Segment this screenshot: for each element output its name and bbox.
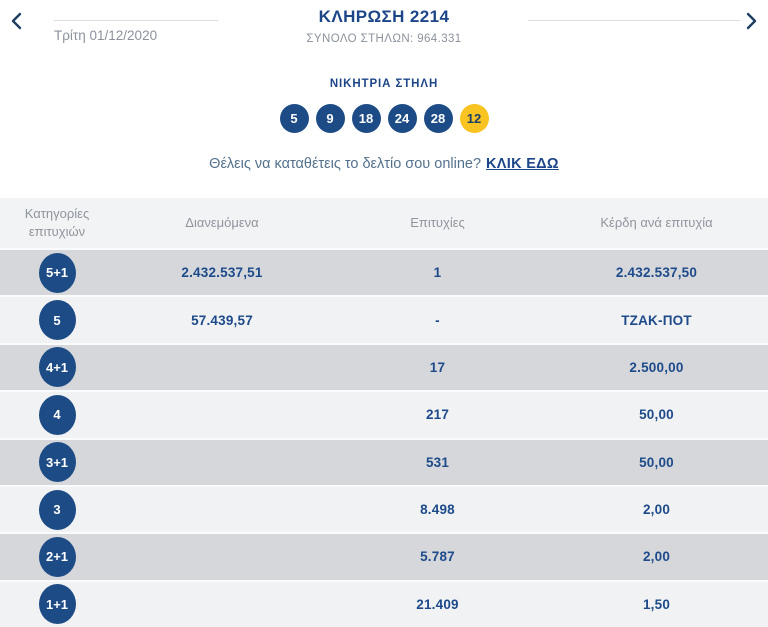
column-header-categories: Κατηγορίες επιτυχιών xyxy=(24,206,90,239)
winners-cell: 17 xyxy=(429,359,446,375)
number-ball: 24 xyxy=(387,104,417,133)
prize-cell: ΤΖΑΚ-ΠΟΤ xyxy=(621,312,692,328)
category-badge: 1+1 xyxy=(38,584,76,625)
column-header-distributed: Διανεμόμενα xyxy=(185,215,259,231)
winners-cell: 1 xyxy=(433,265,442,281)
header-right-divider xyxy=(528,20,740,21)
category-badge: 2+1 xyxy=(38,536,76,577)
header-left-divider: Τρίτη 01/12/2020 xyxy=(54,20,218,43)
number-ball: 9 xyxy=(315,104,345,133)
draw-date: Τρίτη 01/12/2020 xyxy=(54,28,158,43)
prize-cell: 2,00 xyxy=(642,502,671,518)
winners-cell: 8.498 xyxy=(420,502,455,518)
click-here-link[interactable]: ΚΛΙΚ ΕΔΩ xyxy=(486,156,559,172)
winners-cell: 5.787 xyxy=(420,549,455,565)
number-ball: 5 xyxy=(279,104,309,133)
table-row: 5+1 2.432.537,51 1 2.432.537,50 xyxy=(0,248,768,296)
table-row: 4+1 17 2.500,00 xyxy=(0,342,768,391)
winning-column-section: ΝΙΚΗΤΡΙΑ ΣΤΗΛΗ 5 9 18 24 28 12 Θέλεις να… xyxy=(0,56,768,172)
category-badge: 5+1 xyxy=(38,252,76,293)
header-center: ΚΛΗΡΩΣΗ 2214 ΣΥΝΟΛΟ ΣΤΗΛΩΝ: 964.331 xyxy=(306,7,461,45)
column-header-prize: Κέρδη ανά επιτυχία xyxy=(600,215,713,231)
next-draw-button[interactable] xyxy=(741,10,763,32)
category-badge: 5 xyxy=(38,300,76,341)
chevron-right-icon xyxy=(746,12,758,30)
prize-cell: 2.432.537,50 xyxy=(615,265,698,281)
number-ball: 18 xyxy=(351,104,381,133)
prize-cell: 1,50 xyxy=(642,596,671,612)
distributed-cell: 57.439,57 xyxy=(191,312,253,328)
winning-column-title: ΝΙΚΗΤΡΙΑ ΣΤΗΛΗ xyxy=(329,78,439,90)
previous-draw-button[interactable] xyxy=(5,10,27,32)
winners-cell: 217 xyxy=(425,407,450,423)
table-row: 4 217 50,00 xyxy=(0,390,768,438)
results-table: Κατηγορίες επιτυχιών Διανεμόμενα Επιτυχί… xyxy=(0,198,768,627)
joker-number-ball: 12 xyxy=(459,104,489,133)
table-row: 1+1 21.409 1,50 xyxy=(0,579,768,627)
table-header-row: Κατηγορίες επιτυχιών Διανεμόμενα Επιτυχί… xyxy=(0,198,768,248)
prize-cell: 2,00 xyxy=(642,549,671,565)
prize-cell: 50,00 xyxy=(639,454,674,470)
table-row: 3+1 531 50,00 xyxy=(0,437,768,485)
winners-cell: 531 xyxy=(425,454,450,470)
total-columns-label: ΣΥΝΟΛΟ ΣΤΗΛΩΝ: 964.331 xyxy=(306,33,462,45)
category-badge: 4+1 xyxy=(38,347,76,388)
number-ball: 28 xyxy=(423,104,453,133)
prize-cell: 2.500,00 xyxy=(629,359,684,375)
table-row: 3 8.498 2,00 xyxy=(0,484,768,533)
prize-cell: 50,00 xyxy=(639,407,674,423)
chevron-left-icon xyxy=(10,12,22,30)
winners-cell: - xyxy=(435,312,440,328)
category-badge: 3+1 xyxy=(38,442,76,483)
category-badge: 4 xyxy=(38,394,76,435)
draw-title: ΚΛΗΡΩΣΗ 2214 xyxy=(318,7,450,26)
winners-cell: 21.409 xyxy=(416,596,459,612)
play-online-cta: Θέλεις να καταθέτεις το δελτίο σου onlin… xyxy=(0,156,768,172)
category-badge: 3 xyxy=(38,489,76,530)
cta-text: Θέλεις να καταθέτεις το δελτίο σου onlin… xyxy=(209,156,482,172)
table-row: 5 57.439,57 - ΤΖΑΚ-ΠΟΤ xyxy=(0,295,768,343)
draw-header: Τρίτη 01/12/2020 ΚΛΗΡΩΣΗ 2214 ΣΥΝΟΛΟ ΣΤΗ… xyxy=(0,0,768,56)
winning-numbers: 5 9 18 24 28 12 xyxy=(0,104,768,133)
table-row: 2+1 5.787 2,00 xyxy=(0,532,768,580)
column-header-winners: Επιτυχίες xyxy=(410,215,465,231)
distributed-cell: 2.432.537,51 xyxy=(181,265,263,281)
